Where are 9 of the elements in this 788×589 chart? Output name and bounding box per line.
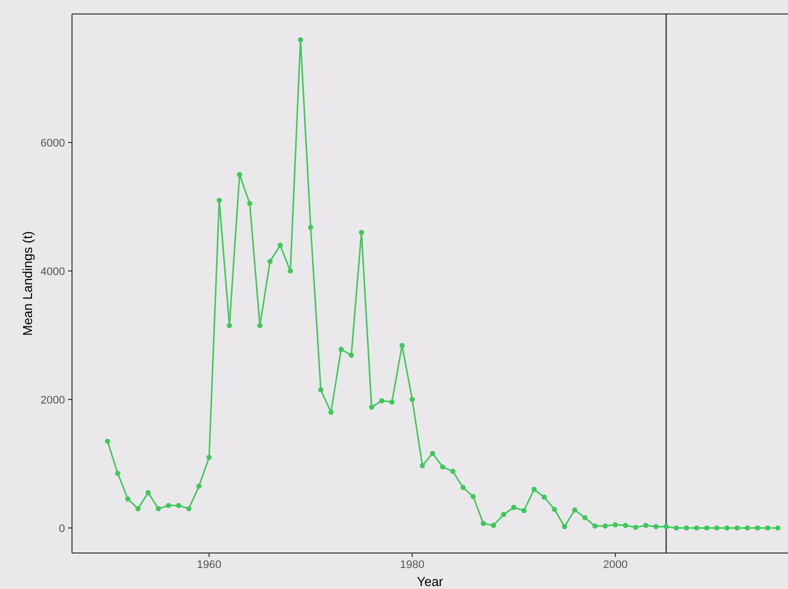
y-tick-label: 2000 <box>40 394 65 406</box>
x-tick-label: 1980 <box>400 559 424 571</box>
x-tick-label: 2000 <box>603 559 628 571</box>
y-tick-label: 0 <box>58 522 65 535</box>
y-tick-label: 4000 <box>40 266 65 278</box>
y-tick-label: 6000 <box>40 137 65 150</box>
y-axis-title: Mean Landings (t) <box>20 231 35 336</box>
x-axis-title: Year <box>416 574 444 589</box>
x-tick-label: 1960 <box>196 559 222 571</box>
